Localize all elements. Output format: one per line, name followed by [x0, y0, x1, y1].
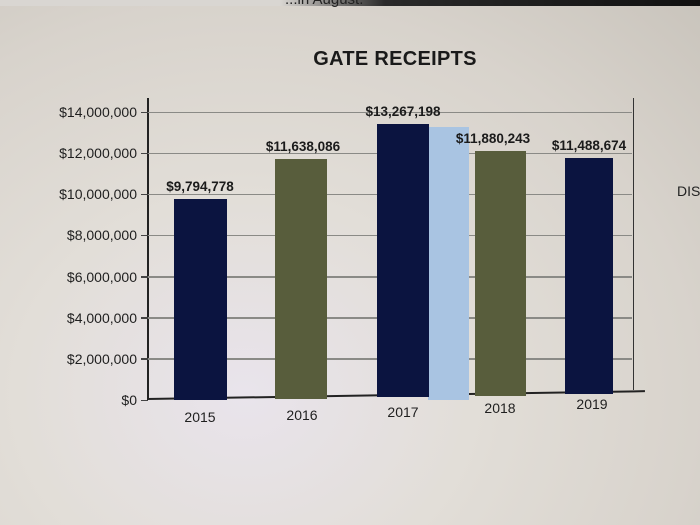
bar-value-label: $9,794,778: [166, 178, 234, 194]
y-tick-label: $0: [121, 392, 137, 408]
screen-top-edge: [0, 0, 700, 6]
y-tick: [141, 276, 148, 278]
y-tick-label: $2,000,000: [66, 350, 137, 367]
x-tick-label: 2017: [387, 404, 419, 420]
x-tick-label: 2016: [286, 407, 318, 423]
bar-value-label: $13,267,198: [365, 104, 441, 120]
x-tick-label: 2019: [576, 396, 608, 412]
bar-2018: [475, 151, 526, 396]
gridline: [148, 111, 632, 113]
y-tick: [141, 193, 148, 196]
y-axis: [147, 98, 149, 400]
y-tick: [141, 152, 148, 155]
y-tick-label: $14,000,000: [59, 104, 137, 120]
y-tick: [141, 399, 148, 401]
y-tick-label: $4,000,000: [66, 309, 137, 326]
bar-2015: [174, 198, 227, 400]
y-tick: [141, 358, 148, 360]
y-tick: [141, 317, 148, 319]
bar-value-label: $11,880,243: [455, 131, 531, 147]
y-tick: [141, 234, 148, 237]
chart-title: GATE RECEIPTS: [313, 48, 477, 70]
bar-2017: [377, 124, 429, 397]
side-cut-text: DIS: [677, 183, 700, 199]
x-tick-label: 2015: [184, 409, 216, 425]
plot-right-border: [632, 98, 634, 390]
x-tick-label: 2018: [484, 400, 516, 416]
bar-unlabeled: [428, 127, 469, 400]
cut-off-caption: ...in August.: [285, 0, 363, 8]
y-tick-label: $10,000,000: [59, 186, 137, 203]
bar-value-label: $11,488,674: [551, 137, 627, 153]
bar-value-label: $11,638,086: [265, 139, 341, 155]
y-tick-label: $12,000,000: [59, 145, 137, 162]
y-tick-label: $8,000,000: [66, 227, 137, 244]
plot-area: $14,000,000 $12,000,000 $10,000,000 $8,000,…: [59, 98, 645, 425]
bar-2019: [565, 157, 613, 394]
bar-2016: [275, 159, 327, 399]
y-tick-label: $6,000,000: [66, 268, 137, 285]
y-tick: [141, 111, 148, 113]
